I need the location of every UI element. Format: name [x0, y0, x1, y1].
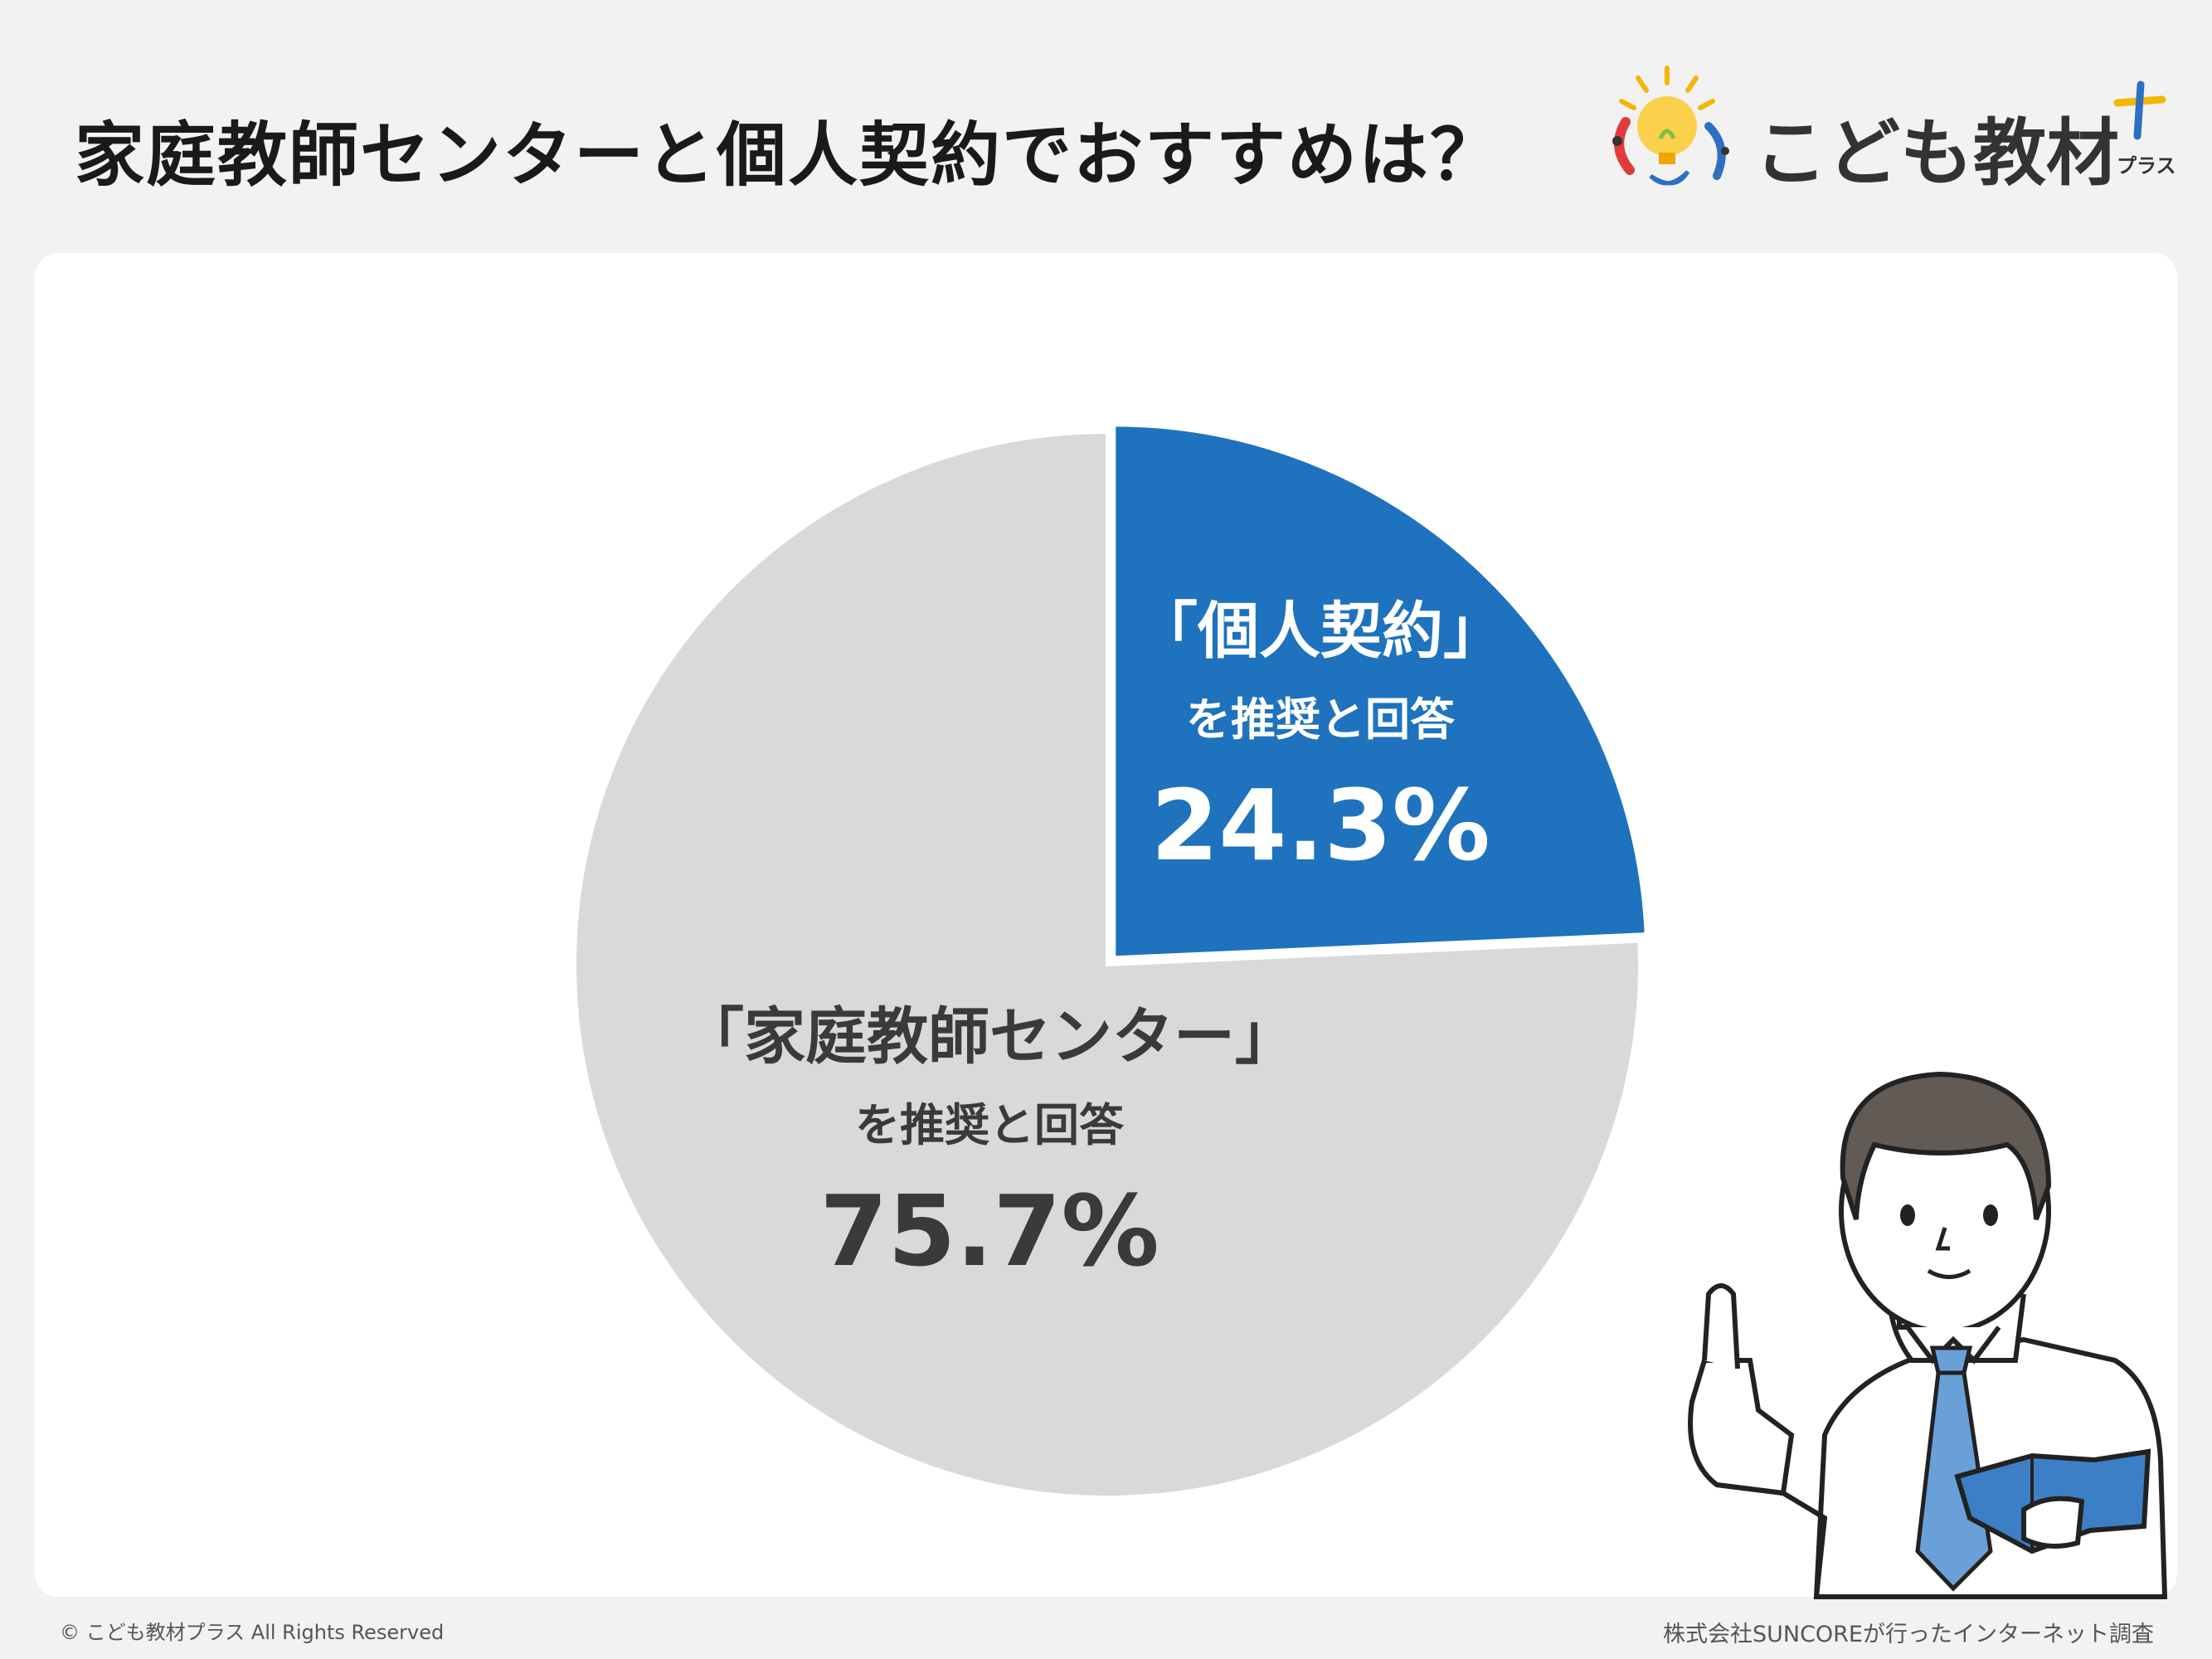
data-source: 株式会社SUNCOREが行ったインターネット調査 — [1662, 1622, 2154, 1647]
brand-logo: こども教材 プラス — [1601, 60, 2181, 201]
teacher-illustration — [1688, 1071, 2168, 1599]
lightbulb-icon — [1612, 66, 1729, 186]
copyright: © こども教材プラス All Rights Reserved — [60, 1621, 445, 1644]
pie-slice-0 — [1112, 423, 1648, 960]
plus-icon — [2113, 80, 2166, 140]
page-title: 家庭教師センターと個人契約でおすすめは？ — [75, 114, 1502, 196]
slice-label-0: 「個人契約」 — [1136, 596, 1505, 667]
slice-value-0: 24.3% — [1150, 768, 1490, 883]
pie-slice-1 — [573, 430, 1641, 1499]
slice-label-1: 「家庭教師センター」 — [683, 1001, 1296, 1073]
slice-sublabel-0: を推奨と回答 — [1186, 693, 1456, 746]
slice-value-1: 75.7% — [819, 1174, 1159, 1288]
brand-name: こども教材 — [1754, 110, 2120, 196]
slice-sublabel-1: を推奨と回答 — [855, 1099, 1125, 1151]
brand-suffix: プラス — [2117, 154, 2176, 178]
